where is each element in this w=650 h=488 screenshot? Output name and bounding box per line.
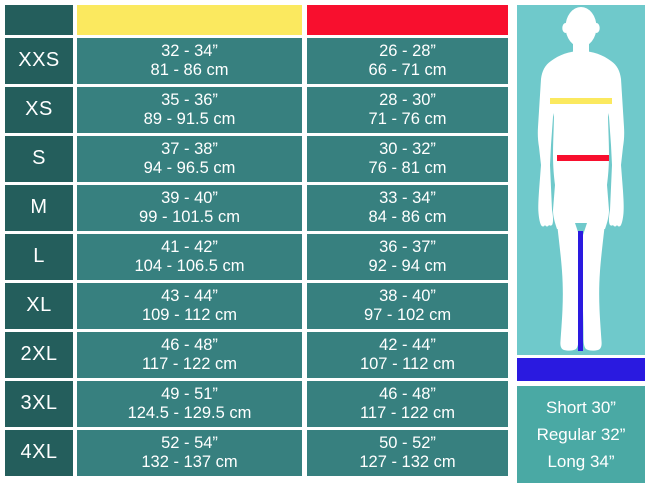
header-cell-waist bbox=[307, 5, 508, 35]
chest-cm: 89 - 91.5 cm bbox=[143, 110, 236, 128]
inseam-measure-line bbox=[578, 231, 583, 351]
waist-cm: 107 - 112 cm bbox=[359, 355, 456, 373]
size-cell-4xl: 4XL bbox=[5, 430, 73, 476]
waist-cell-xl: 38 - 40” 97 - 102 cm bbox=[307, 283, 508, 329]
size-cell-2xl: 2XL bbox=[5, 332, 73, 378]
waist-cm: 76 - 81 cm bbox=[368, 159, 447, 177]
chest-cm: 124.5 - 129.5 cm bbox=[127, 404, 252, 422]
chest-cm: 99 - 101.5 cm bbox=[139, 208, 240, 226]
chest-cm: 132 - 137 cm bbox=[141, 453, 238, 471]
chest-cm: 104 - 106.5 cm bbox=[134, 257, 245, 275]
inseam-options-box: Short 30” Regular 32” Long 34” bbox=[517, 386, 645, 483]
chest-inches: 35 - 36” bbox=[161, 90, 218, 109]
chest-inches: 39 - 40” bbox=[161, 188, 218, 207]
inseam-accent-bar bbox=[517, 358, 645, 381]
inseam-option-regular: Regular 32” bbox=[536, 424, 626, 444]
size-cell-xxs: XXS bbox=[5, 38, 73, 84]
chest-inches: 41 - 42” bbox=[161, 237, 218, 256]
waist-cm: 127 - 132 cm bbox=[359, 453, 456, 471]
waist-cell-xxs: 26 - 28” 66 - 71 cm bbox=[307, 38, 508, 84]
size-cell-l: L bbox=[5, 234, 73, 280]
waist-cm: 97 - 102 cm bbox=[363, 306, 452, 324]
waist-cm: 92 - 94 cm bbox=[368, 257, 447, 275]
header-cell-size bbox=[5, 5, 73, 35]
chest-cell-l: 41 - 42” 104 - 106.5 cm bbox=[77, 234, 302, 280]
waist-inches: 33 - 34” bbox=[379, 188, 436, 207]
waist-inches: 50 - 52” bbox=[379, 433, 436, 452]
chest-measure-line bbox=[550, 98, 612, 104]
size-table: XXS 32 - 34” 81 - 86 cm 26 - 28” 66 - 71 cm X… bbox=[5, 5, 508, 476]
size-cell-3xl: 3XL bbox=[5, 381, 73, 427]
waist-measure-line bbox=[557, 155, 609, 161]
size-cell-m: M bbox=[5, 185, 73, 231]
inseam-option-long: Long 34” bbox=[547, 451, 615, 471]
waist-cell-3xl: 46 - 48” 117 - 122 cm bbox=[307, 381, 508, 427]
chest-cell-xl: 43 - 44” 109 - 112 cm bbox=[77, 283, 302, 329]
waist-inches: 30 - 32” bbox=[379, 139, 436, 158]
size-cell-xs: XS bbox=[5, 87, 73, 133]
waist-inches: 28 - 30” bbox=[379, 90, 436, 109]
chest-cell-xs: 35 - 36” 89 - 91.5 cm bbox=[77, 87, 302, 133]
chest-cm: 81 - 86 cm bbox=[150, 61, 229, 79]
waist-cell-4xl: 50 - 52” 127 - 132 cm bbox=[307, 430, 508, 476]
chest-inches: 43 - 44” bbox=[161, 286, 218, 305]
chest-cm: 109 - 112 cm bbox=[141, 306, 238, 324]
chest-cell-s: 37 - 38” 94 - 96.5 cm bbox=[77, 136, 302, 182]
chest-cell-m: 39 - 40” 99 - 101.5 cm bbox=[77, 185, 302, 231]
waist-cm: 71 - 76 cm bbox=[368, 110, 447, 128]
waist-inches: 36 - 37” bbox=[379, 237, 436, 256]
waist-inches: 42 - 44” bbox=[379, 335, 436, 354]
waist-cell-2xl: 42 - 44” 107 - 112 cm bbox=[307, 332, 508, 378]
chest-inches: 37 - 38” bbox=[161, 139, 218, 158]
waist-cm: 117 - 122 cm bbox=[359, 404, 456, 422]
waist-cm: 66 - 71 cm bbox=[368, 61, 447, 79]
size-cell-xl: XL bbox=[5, 283, 73, 329]
chest-cell-3xl: 49 - 51” 124.5 - 129.5 cm bbox=[77, 381, 302, 427]
chest-cell-xxs: 32 - 34” 81 - 86 cm bbox=[77, 38, 302, 84]
chest-inches: 52 - 54” bbox=[161, 433, 218, 452]
body-figure-panel bbox=[517, 5, 645, 355]
chest-cm: 117 - 122 cm bbox=[141, 355, 238, 373]
waist-cell-s: 30 - 32” 76 - 81 cm bbox=[307, 136, 508, 182]
waist-cell-xs: 28 - 30” 71 - 76 cm bbox=[307, 87, 508, 133]
chest-cell-4xl: 52 - 54” 132 - 137 cm bbox=[77, 430, 302, 476]
chest-inches: 49 - 51” bbox=[161, 384, 218, 403]
chest-inches: 32 - 34” bbox=[161, 41, 218, 60]
waist-cell-m: 33 - 34” 84 - 86 cm bbox=[307, 185, 508, 231]
waist-inches: 46 - 48” bbox=[379, 384, 436, 403]
size-cell-s: S bbox=[5, 136, 73, 182]
chest-inches: 46 - 48” bbox=[161, 335, 218, 354]
male-body-silhouette-icon bbox=[537, 7, 625, 351]
waist-cell-l: 36 - 37” 92 - 94 cm bbox=[307, 234, 508, 280]
waist-inches: 38 - 40” bbox=[379, 286, 436, 305]
waist-cm: 84 - 86 cm bbox=[368, 208, 447, 226]
inseam-option-short: Short 30” bbox=[546, 397, 616, 417]
waist-inches: 26 - 28” bbox=[379, 41, 436, 60]
chest-cm: 94 - 96.5 cm bbox=[143, 159, 236, 177]
header-cell-chest bbox=[77, 5, 302, 35]
chest-cell-2xl: 46 - 48” 117 - 122 cm bbox=[77, 332, 302, 378]
